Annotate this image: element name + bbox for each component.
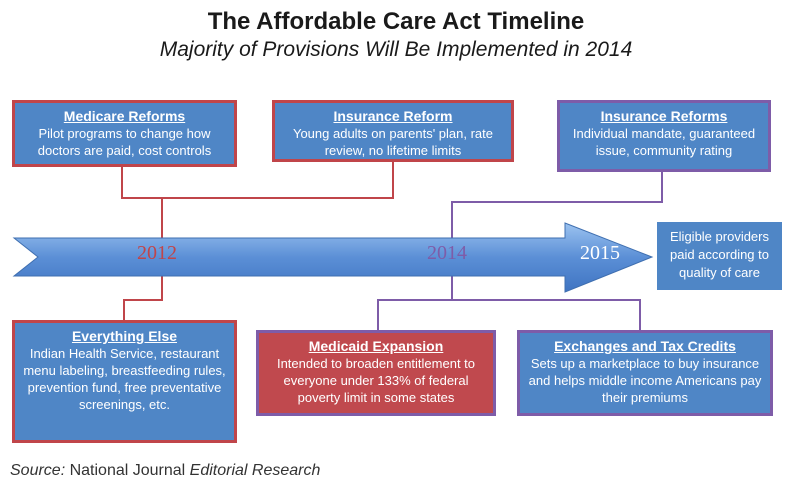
connector-insurance-reform [162, 162, 394, 199]
connector-exchanges [452, 299, 641, 330]
year-2014: 2014 [427, 242, 467, 264]
box-heading: Medicaid Expansion [308, 338, 444, 354]
source-dept: Editorial Research [189, 462, 321, 479]
box-exchanges-tax-credits: Exchanges and Tax Credits Sets up a mark… [517, 330, 773, 416]
connector-medicare [121, 165, 163, 238]
page-subtitle: Majority of Provisions Will Be Implement… [159, 38, 633, 61]
timeline-arrow [12, 222, 654, 293]
source-caption: Source: National Journal Editorial Resea… [10, 462, 320, 480]
box-heading: Medicare Reforms [63, 108, 186, 124]
source-org: National Journal [69, 462, 186, 479]
box-eligible-providers: Eligible providers paid according to qua… [657, 222, 782, 290]
connector-insurance-reforms [451, 172, 663, 238]
box-body: Young adults on parents' plan, rate revi… [292, 126, 494, 158]
year-2015: 2015 [580, 242, 620, 264]
box-heading: Everything Else [71, 328, 178, 344]
box-body: Indian Health Service, restaurant menu l… [23, 346, 226, 412]
box-body: Intended to broaden entitlement to every… [276, 356, 476, 405]
box-body: Pilot programs to change how doctors are… [37, 126, 212, 158]
box-body: Sets up a marketplace to buy insurance a… [528, 356, 762, 405]
connector-medicaid [377, 276, 453, 330]
box-body: Individual mandate, guaranteed issue, co… [572, 126, 756, 158]
connector-everything-else [123, 276, 163, 320]
box-heading: Exchanges and Tax Credits [554, 338, 736, 354]
page-title: The Affordable Care Act Timeline [207, 8, 585, 35]
year-2012: 2012 [137, 242, 177, 264]
box-heading: Insurance Reform [333, 108, 453, 124]
box-heading: Insurance Reforms [600, 108, 728, 124]
box-medicare-reforms: Medicare Reforms Pilot programs to chang… [12, 100, 237, 167]
box-insurance-reforms: Insurance Reforms Individual mandate, gu… [557, 100, 771, 172]
box-everything-else: Everything Else Indian Health Service, r… [12, 320, 237, 443]
box-medicaid-expansion: Medicaid Expansion Intended to broaden e… [256, 330, 496, 416]
box-insurance-reform: Insurance Reform Young adults on parents… [272, 100, 514, 162]
source-prefix: Source: [10, 462, 66, 479]
